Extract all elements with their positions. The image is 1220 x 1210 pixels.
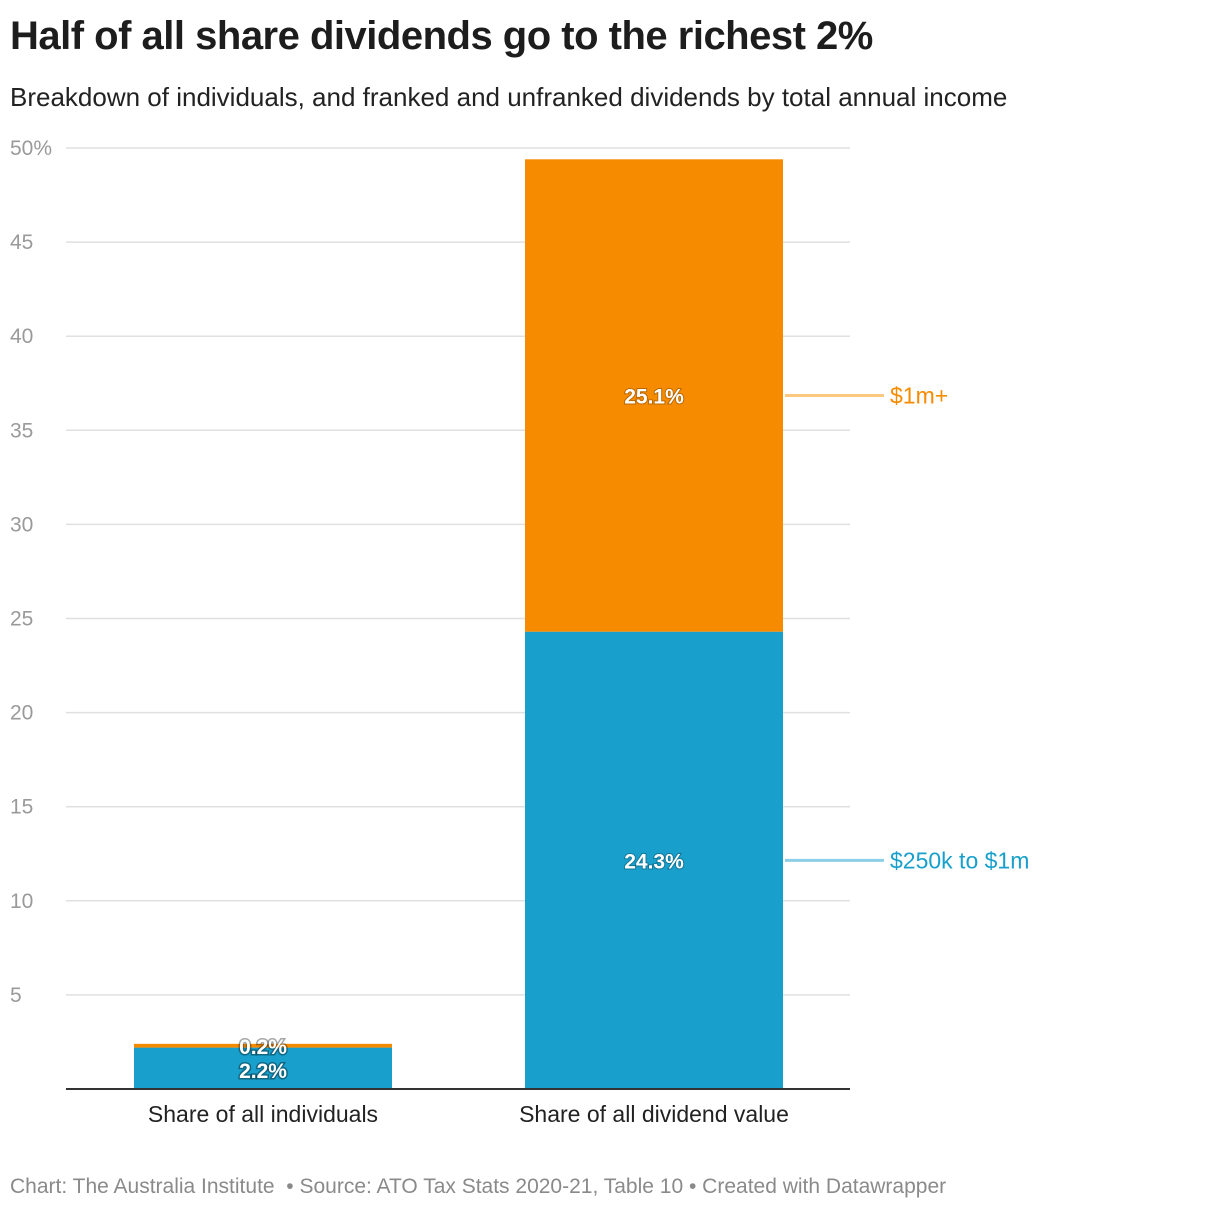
footer-created-with: Created with Datawrapper <box>696 1175 947 1198</box>
chart-subtitle: Breakdown of individuals, and franked an… <box>10 82 1008 112</box>
chart-footer: Chart: The Australia Institute • Source:… <box>10 1173 1210 1201</box>
y-tick-label: 45 <box>10 231 33 254</box>
bar-segment <box>134 1047 392 1089</box>
y-tick-label: 20 <box>10 702 33 725</box>
footer-separator: • <box>683 1175 697 1198</box>
y-tick-label: 50% <box>10 137 52 160</box>
y-tick-label: 40 <box>10 325 33 348</box>
y-tick-label: 15 <box>10 796 33 819</box>
bar-segment <box>134 1043 392 1048</box>
bar-segment <box>525 159 783 632</box>
footer-credit: Chart: The Australia Institute <box>10 1175 275 1198</box>
y-tick-label: 30 <box>10 513 33 536</box>
y-tick-label: 35 <box>10 419 33 442</box>
chart-title: Half of all share dividends go to the ri… <box>10 14 873 58</box>
y-tick-label: 10 <box>10 890 33 913</box>
footer-separator: • <box>274 1175 294 1198</box>
data-label: 25.1% <box>624 385 684 408</box>
stacked-bar-chart: 5 10 15 20 25 30 35 40 45 50% 2.2%0.2% 24.3% $250k t… <box>10 137 1029 1127</box>
data-label: 0.2% <box>239 1036 287 1059</box>
x-category-label: Share of all dividend value <box>519 1101 789 1127</box>
y-tick-label: 25 <box>10 608 33 631</box>
data-label: 24.3% <box>624 850 684 873</box>
bar-segment <box>525 631 783 1089</box>
x-category-label: Share of all individuals <box>148 1101 378 1127</box>
series-label: $250k to $1m <box>890 847 1029 873</box>
y-tick-label: 5 <box>10 984 22 1007</box>
data-label: 2.2% <box>239 1060 287 1083</box>
series-label: $1m+ <box>890 382 948 408</box>
footer-source: Source: ATO Tax Stats 2020-21, Table 10 <box>293 1175 684 1198</box>
